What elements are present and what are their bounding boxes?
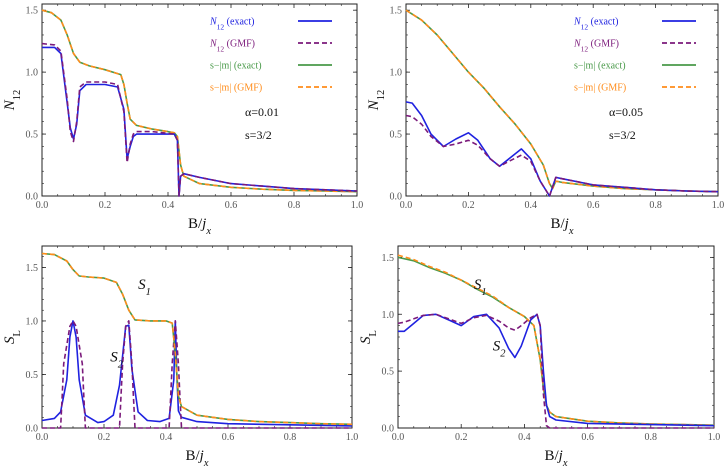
y-tick-label: 0.5 — [26, 130, 39, 141]
series-line-s-m-gmf- — [41, 9, 358, 193]
x-axis-label: B/jx — [185, 448, 208, 469]
y-tick-label: 1.0 — [382, 310, 395, 321]
plot-frame — [41, 3, 358, 197]
legend-label: N12 (GMF) — [573, 39, 619, 54]
annotation-text: α=0.01 — [245, 105, 279, 119]
x-tick-label: 0.2 — [99, 200, 112, 211]
curve-label: S1 — [138, 277, 151, 298]
x-tick-label: 0.6 — [225, 200, 238, 211]
annotation-text: α=0.05 — [609, 105, 643, 119]
y-axis-label: SL — [358, 330, 379, 344]
x-axis-label: B/jx — [188, 216, 211, 237]
plot-frame — [41, 245, 353, 429]
legend-label: s−|m| (GMF) — [210, 83, 262, 94]
annotation-text: s=3/2 — [245, 128, 272, 142]
y-axis-label: N12 — [2, 90, 23, 112]
series-line-s2-gmf- — [42, 320, 352, 429]
chart-panel-3: 0.0 0.2 0.4 0.6 0.8 1.0 0.0 0.5 1.0 1.5 SL B/jx S1 S2 — [2, 245, 359, 469]
legend-label: s−|m| (exact) — [574, 61, 626, 72]
y-tick-label: 0.5 — [390, 130, 403, 141]
y-tick-label: 0.0 — [390, 192, 403, 203]
y-tick-label: 1.0 — [26, 68, 39, 79]
plot-frame — [405, 3, 719, 197]
series-line-s-m-exact- — [405, 9, 719, 193]
x-tick-label: 1.0 — [708, 432, 721, 443]
y-tick-label: 1.5 — [390, 6, 403, 17]
series-line-s2-gmf- — [397, 313, 714, 429]
x-tick-label: 0.6 — [222, 432, 235, 443]
x-tick-label: 0.4 — [160, 432, 173, 443]
series-line-s-m-gmf- — [405, 9, 719, 193]
series-line-s-m-exact- — [41, 9, 358, 193]
series-line-s1-gmf- — [41, 252, 353, 426]
x-tick-label: 0.4 — [525, 200, 538, 211]
y-tick-label: 1.5 — [382, 253, 395, 264]
x-tick-label: 0.2 — [455, 432, 468, 443]
curve-label: S2 — [110, 350, 124, 371]
x-tick-label: 0.2 — [462, 200, 475, 211]
series-line-s2-exact- — [398, 313, 715, 427]
legend-label: N12 (exact) — [573, 17, 618, 32]
x-tick-label: 0.8 — [649, 200, 662, 211]
y-tick-label: 0.5 — [26, 370, 39, 381]
x-tick-label: 0.0 — [36, 200, 49, 211]
curve-label: S1 — [474, 277, 487, 298]
series-line-n12-exact- — [42, 46, 358, 197]
chart-panel-2: 0.0 0.2 0.4 0.6 0.8 1.0 0.0 0.5 1.0 1.5 N12 B/jx N12… — [366, 3, 725, 237]
x-tick-label: 0.4 — [162, 200, 175, 211]
y-axis-label: SL — [2, 330, 23, 344]
x-tick-label: 0.8 — [284, 432, 297, 443]
y-tick-label: 1.0 — [26, 316, 39, 327]
series-line-s2-exact- — [41, 320, 353, 427]
curve-label: S2 — [493, 339, 507, 360]
legend-label: s−|m| (exact) — [210, 61, 262, 72]
series-line-s1-exact- — [397, 256, 715, 426]
x-tick-label: 0.6 — [581, 432, 594, 443]
x-tick-label: 0.4 — [518, 432, 531, 443]
x-tick-label: 0.2 — [98, 432, 111, 443]
y-tick-label: 0.0 — [26, 192, 39, 203]
series-line-n12-gmf- — [405, 114, 719, 197]
x-tick-label: 0.0 — [400, 200, 413, 211]
x-axis-label: B/jx — [550, 216, 573, 237]
y-tick-label: 1.5 — [26, 263, 39, 274]
series-line-s1-gmf- — [397, 254, 715, 426]
series-line-s1-exact- — [41, 252, 353, 426]
x-tick-label: 0.0 — [392, 432, 405, 443]
chart-panel-1: 0.0 0.2 0.4 0.6 0.8 1.0 0.0 0.5 1.0 1.5 N12 B/jx N12… — [2, 3, 364, 237]
y-tick-label: 1.0 — [390, 68, 403, 79]
series-line-n12-gmf- — [41, 42, 358, 197]
legend-label: N12 (GMF) — [209, 39, 255, 54]
legend-label: N12 (exact) — [209, 17, 254, 32]
y-tick-label: 0.5 — [382, 367, 395, 378]
legend-label: s−|m| (GMF) — [574, 83, 626, 94]
x-tick-label: 1.0 — [712, 200, 725, 211]
x-tick-label: 0.8 — [288, 200, 301, 211]
x-tick-label: 0.8 — [645, 432, 658, 443]
y-tick-label: 0.0 — [382, 424, 395, 435]
x-tick-label: 0.6 — [587, 200, 600, 211]
x-tick-label: 0.0 — [36, 432, 49, 443]
x-axis-label: B/jx — [544, 448, 567, 469]
x-tick-label: 1.0 — [346, 432, 359, 443]
x-tick-label: 1.0 — [351, 200, 364, 211]
annotation-text: s=3/2 — [609, 128, 636, 142]
y-axis-label: N12 — [366, 90, 387, 112]
y-tick-label: 0.0 — [26, 424, 39, 435]
chart-panel-4: 0.0 0.2 0.4 0.6 0.8 1.0 0.0 0.5 1.0 1.5 SL B/jx S1 S2 — [358, 245, 721, 469]
y-tick-label: 1.5 — [26, 6, 39, 17]
